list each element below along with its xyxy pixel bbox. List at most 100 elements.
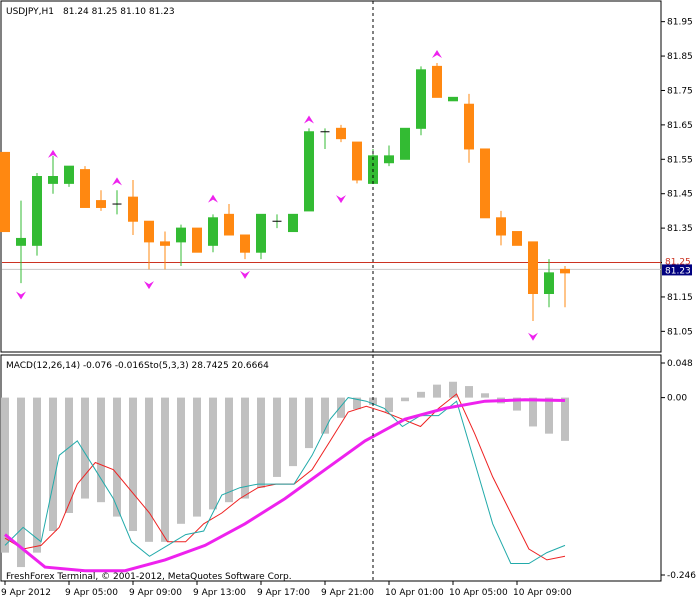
candle-body [480, 148, 490, 219]
candle-body [544, 272, 554, 294]
candle-body [448, 96, 458, 102]
bid-price-badge-label: 81.23 [665, 266, 691, 276]
bid-price-badge [662, 264, 692, 276]
candle-body [64, 165, 74, 184]
time-tick-label: 9 Apr 09:00 [129, 588, 182, 598]
candle-body [560, 268, 570, 274]
histogram-bar [513, 397, 521, 411]
indicator-tick-label: 0.00 [667, 394, 687, 404]
price-tick-label: 81.35 [667, 224, 693, 234]
histogram-bar [209, 397, 217, 510]
candle-body [256, 213, 266, 253]
candle-body [400, 127, 410, 160]
candle-body [416, 69, 426, 129]
indicator-lines [4, 393, 566, 573]
indicator-tick-label: -0.246 [667, 571, 696, 581]
price-tick-label: 81.05 [667, 327, 693, 337]
stoch-label: Sto(5,3,3) 28.7425 20.6664 [144, 361, 269, 371]
candle-body [32, 176, 42, 246]
histogram-bar [337, 397, 345, 418]
histogram-bar [257, 397, 265, 488]
price-pane-frame [0, 0, 662, 353]
histogram-bar [1, 397, 9, 553]
histogram-bar [369, 397, 377, 405]
histogram-bar [97, 397, 105, 503]
histogram-bar [529, 397, 537, 427]
candle-body [208, 217, 218, 246]
histogram-bar [145, 397, 153, 542]
fractal-up-icon [304, 115, 314, 124]
candle-body [0, 151, 10, 233]
histogram-bar [385, 397, 393, 413]
indicator-pane-frame [0, 354, 662, 582]
candle-body [336, 127, 346, 140]
fractal-down-icon [240, 270, 250, 279]
fractals [16, 50, 538, 341]
fractal-up-icon [48, 149, 58, 158]
candle-body [432, 65, 442, 98]
histogram-bar [417, 391, 425, 398]
price-tick-label: 81.75 [667, 86, 693, 96]
macd-label: MACD(12,26,14) -0.076 -0.016 [6, 361, 144, 371]
time-tick-label: 9 Apr 21:00 [321, 588, 374, 598]
candles [0, 62, 570, 322]
histogram-bar [65, 397, 73, 513]
histogram-bar [33, 397, 41, 553]
candle-body [384, 155, 394, 164]
histogram-bar [225, 397, 233, 503]
histogram-bar [113, 397, 121, 517]
red-price-badge [662, 256, 692, 267]
histogram-bar [161, 397, 169, 542]
candle-body [176, 227, 186, 243]
stochastic-signal-line [4, 398, 566, 573]
time-tick-label: 10 Apr 09:00 [513, 588, 572, 598]
histogram-bar [433, 384, 441, 398]
histogram-bar [305, 397, 313, 449]
histogram-bar [17, 397, 25, 568]
candle-body [48, 176, 58, 184]
histogram-bar [193, 397, 201, 517]
time-tick-label: 10 Apr 05:00 [449, 588, 508, 598]
fractal-up-icon [112, 177, 122, 186]
candle-body [96, 200, 106, 208]
price-axis: 81.95 81.85 81.75 81.65 81.55 81.45 81.35 81.25… [661, 18, 693, 337]
red-price-badge-label: 81.25 [665, 258, 691, 268]
candle-body [512, 231, 522, 246]
time-tick-label: 9 Apr 2012 [1, 588, 51, 598]
histogram-bar [49, 397, 57, 532]
candle-body [16, 237, 26, 246]
time-axis: 9 Apr 2012 9 Apr 05:00 9 Apr 09:00 9 Apr 13… [1, 581, 572, 598]
candle-body [352, 141, 362, 181]
histogram-bar [177, 397, 185, 524]
histogram-bar [545, 397, 553, 434]
histogram-bar [561, 397, 569, 441]
candle-body [160, 241, 170, 246]
candle-body [304, 131, 314, 212]
histogram-bar [129, 397, 137, 532]
candle-body [528, 241, 538, 294]
candle-body [80, 169, 90, 208]
copyright-label: FreshForex Terminal, © 2001-2012, MetaQu… [6, 572, 292, 582]
candle-body [224, 213, 234, 236]
candle-body [144, 220, 154, 243]
histogram-bar [241, 397, 249, 499]
histogram-bar [321, 397, 329, 434]
time-tick-label: 9 Apr 05:00 [65, 588, 118, 598]
candle-body [192, 227, 202, 253]
histogram-bar [401, 397, 409, 402]
candle-body [128, 196, 138, 222]
symbol-label: USDJPY,H1 [6, 7, 54, 17]
price-tick-label: 81.65 [667, 121, 693, 131]
indicator-tick-label: 0.048 [667, 359, 693, 369]
price-tick-label: 81.55 [667, 155, 693, 165]
fractal-down-icon [144, 281, 154, 290]
fractal-down-icon [336, 195, 346, 204]
price-tick-label: 81.15 [667, 293, 693, 303]
candle-body [288, 213, 298, 233]
histogram-bar [449, 381, 457, 398]
stochastic-main-line [4, 397, 566, 564]
time-tick-label: 9 Apr 17:00 [257, 588, 310, 598]
histogram-bar [273, 397, 281, 477]
